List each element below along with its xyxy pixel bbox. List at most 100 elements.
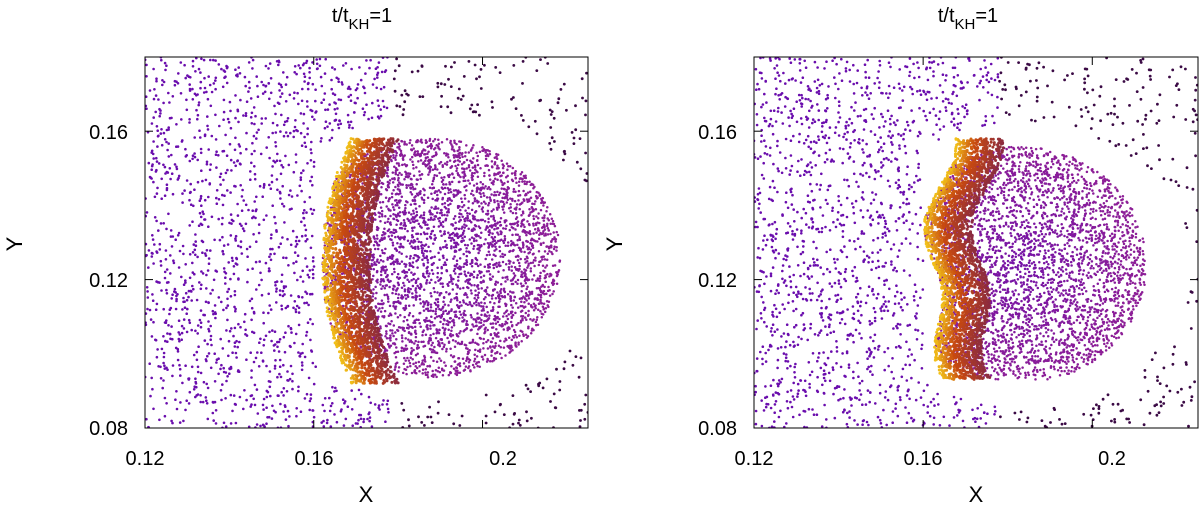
particle-point [414,207,418,210]
particle-point [362,231,366,235]
particle-point [296,91,299,95]
particle-point [465,224,468,227]
particle-point [386,295,390,298]
particle-point [453,255,456,258]
particle-point [453,264,457,268]
particle-point [399,242,402,246]
particle-point [411,314,415,318]
particle-point [299,176,303,179]
particle-point [467,200,470,203]
particle-point [513,266,517,269]
particle-point [382,231,385,234]
particle-point [450,147,454,151]
particle-point [273,364,277,368]
particle-point [423,356,427,359]
particle-point [549,232,552,236]
particle-point [476,317,480,320]
particle-point [302,112,306,116]
particle-point [484,296,487,299]
particle-point [556,233,560,237]
particle-point [426,223,429,226]
particle-point [493,219,497,223]
particle-point [414,364,417,368]
particle-point [227,339,231,343]
particle-point [415,372,418,375]
particle-point [542,204,545,207]
particle-point [285,256,288,260]
particle-point [510,172,514,175]
particle-point [206,97,210,101]
particle-point [398,226,402,230]
particle-point [291,379,294,383]
particle-point [436,197,439,200]
particle-point [404,274,408,278]
particle-point [158,114,161,118]
particle-point [311,272,315,276]
particle-point [467,227,470,230]
particle-point [305,334,308,337]
particle-point [395,57,398,61]
particle-point [506,293,510,296]
particle-point [547,247,551,250]
particle-point [295,260,298,264]
particle-point [267,82,271,85]
particle-point [415,259,418,263]
particle-point [236,202,239,206]
particle-point [482,187,486,190]
particle-point [246,268,250,272]
particle-point [493,199,496,202]
particle-point [491,237,495,241]
particle-point [283,293,286,296]
particle-point [233,345,237,348]
particle-point [173,83,177,87]
particle-point [311,259,315,263]
particle-point [452,217,456,221]
particle-point [295,414,298,418]
particle-point [445,152,448,155]
particle-point [418,174,422,177]
particle-point [487,220,490,224]
particle-point [531,202,534,206]
particle-point [430,268,434,272]
particle-point [449,202,452,206]
particle-point [344,62,348,65]
particle-point [177,176,180,180]
particle-point [401,158,405,162]
particle-point [515,335,519,339]
particle-point [450,364,453,368]
particle-point [230,256,234,260]
particle-point [441,245,445,249]
particle-point [428,365,432,368]
particle-point [196,117,199,121]
particle-point [329,322,332,325]
particle-point [154,338,158,342]
particle-point [328,396,331,400]
particle-point [434,310,437,313]
particle-point [475,151,478,154]
particle-point [572,142,576,146]
particle-point [234,239,237,242]
particle-point [277,59,281,63]
particle-point [222,252,225,256]
particle-point [462,265,465,269]
particle-point [484,238,487,241]
particle-point [505,303,508,306]
particle-point [240,195,244,198]
particle-point [393,300,397,304]
particle-point [274,221,277,225]
particle-point [414,353,418,357]
particle-point [214,87,217,91]
particle-point [506,244,510,247]
particle-point [550,246,553,249]
particle-point [256,95,260,98]
particle-point [220,398,223,402]
particle-point [551,264,555,268]
particle-point [525,299,528,302]
particle-point [489,199,492,202]
particle-point [550,281,554,285]
particle-point [496,350,499,354]
particle-point [525,245,529,248]
particle-point [376,66,379,69]
particle-point [214,113,217,117]
